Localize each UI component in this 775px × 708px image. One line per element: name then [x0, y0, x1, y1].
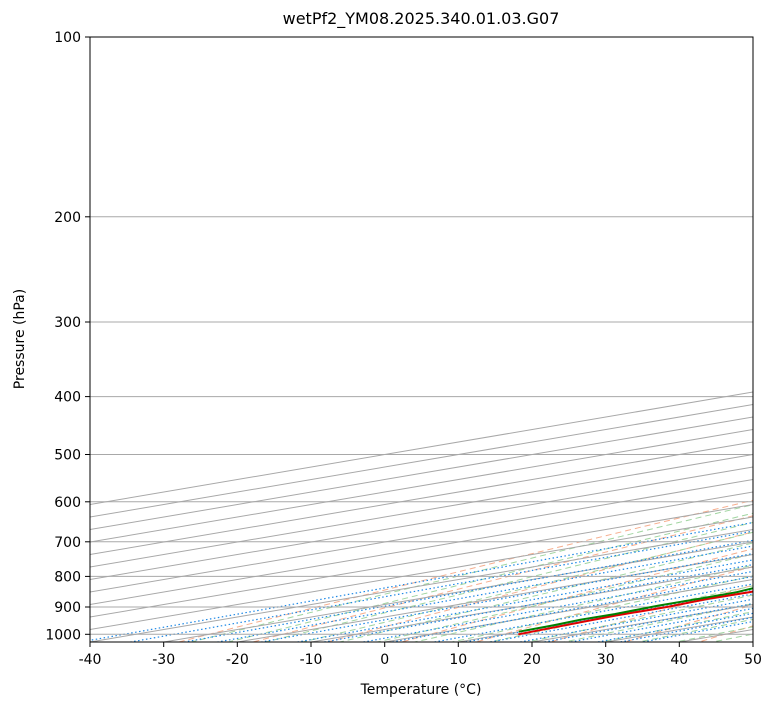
dry-adiabat-line — [399, 548, 753, 642]
mixing-ratio-line — [294, 559, 753, 642]
y-tick-label: 300 — [54, 315, 81, 331]
y-tick-label: 800 — [54, 569, 81, 585]
isotherm-line — [160, 541, 753, 642]
x-tick-label: -10 — [300, 652, 323, 668]
dry-adiabat-line — [176, 499, 753, 642]
y-tick-label: 600 — [54, 495, 81, 511]
x-axis-label: Temperature (°C) — [360, 682, 482, 698]
y-axis-label: Pressure (hPa) — [12, 289, 28, 389]
y-tick-label: 100 — [54, 30, 81, 46]
y-tick-label: 900 — [54, 600, 81, 616]
pressure-grid — [90, 37, 753, 635]
mixing-ratio-line — [486, 593, 753, 642]
plot-frame — [89, 36, 754, 643]
moist-adiabat-line — [263, 521, 753, 642]
isotherm-line — [90, 466, 753, 581]
isotherm-line — [90, 454, 753, 568]
x-tick-label: 50 — [744, 652, 762, 668]
x-tick-label: 40 — [670, 652, 688, 668]
y-tick-label: 700 — [54, 535, 81, 551]
moist-adiabat-line — [189, 504, 753, 642]
moist-adiabat-line — [412, 564, 753, 642]
isotherm-line — [90, 504, 753, 618]
y-tick-label: 200 — [54, 210, 81, 226]
x-tick-label: 30 — [597, 652, 615, 668]
x-tick-label: -20 — [226, 652, 249, 668]
moist-adiabat-line — [524, 594, 753, 642]
isotherm-line — [90, 529, 753, 642]
axes: -40 -30 -20 -10 0 10 20 30 40 50 100 200 300 400 500 60… — [45, 30, 762, 668]
dry-adiabat-line — [325, 531, 753, 642]
isotherm-line — [90, 479, 753, 593]
x-tick-label: -40 — [79, 652, 102, 668]
isotherm-line — [90, 441, 753, 556]
chart-title: wetPf2_YM08.2025.340.01.03.G07 — [283, 9, 560, 29]
x-tick-label: 0 — [380, 652, 389, 668]
y-tick-label: 400 — [54, 390, 81, 406]
moist-adiabat-line — [449, 575, 753, 642]
moist-adiabat-line — [375, 553, 753, 642]
x-tick-label: -30 — [152, 652, 175, 668]
x-tick-label: 10 — [449, 652, 467, 668]
x-tick-label: 20 — [523, 652, 541, 668]
isotherm-line — [90, 491, 753, 606]
isotherm-line — [90, 516, 753, 631]
y-tick-label: 1000 — [45, 627, 81, 643]
mixing-ratio-line — [321, 563, 753, 642]
mixing-ratio-line — [90, 521, 753, 641]
y-tick-label: 500 — [54, 448, 81, 464]
